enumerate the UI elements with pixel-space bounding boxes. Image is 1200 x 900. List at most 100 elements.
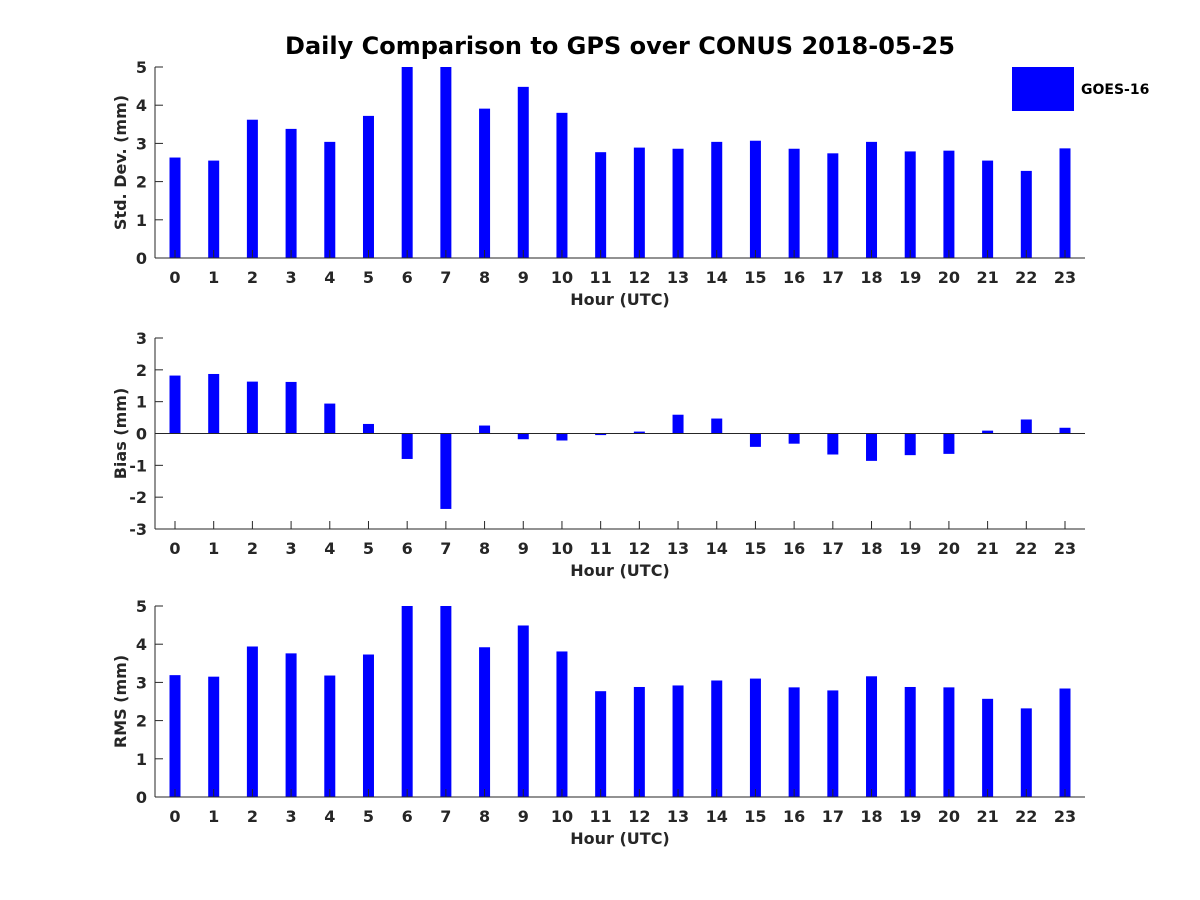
bar-12 — [633, 431, 645, 434]
x-tick-label: 6 — [402, 539, 413, 558]
bar-4 — [324, 675, 336, 797]
bar-14 — [711, 141, 723, 258]
x-tick-label: 13 — [667, 268, 689, 287]
bar-10 — [556, 112, 568, 258]
x-tick-label: 7 — [440, 539, 451, 558]
bar-10 — [556, 651, 568, 797]
x-tick-label: 0 — [169, 268, 180, 287]
x-tick-label: 9 — [518, 539, 529, 558]
bar-3 — [285, 653, 297, 797]
bar-0 — [169, 375, 181, 434]
y-tick-label: 4 — [136, 635, 147, 654]
bar-5 — [362, 115, 374, 259]
x-tick-label: 6 — [402, 807, 413, 826]
y-tick-label: 2 — [136, 361, 147, 380]
x-tick-label: 13 — [667, 807, 689, 826]
x-tick-label: 9 — [518, 268, 529, 287]
x-tick-label: 5 — [363, 807, 374, 826]
y-tick-label: 2 — [136, 712, 147, 731]
y-tick-label: 4 — [136, 96, 147, 115]
x-tick-label: 1 — [208, 539, 219, 558]
bar-9 — [517, 86, 529, 258]
bar-15 — [749, 140, 761, 258]
x-tick-label: 18 — [860, 807, 882, 826]
bar-7 — [440, 606, 452, 797]
x-tick-label: 16 — [783, 268, 805, 287]
bar-0 — [169, 157, 181, 258]
x-tick-label: 20 — [938, 807, 960, 826]
x-tick-label: 17 — [822, 807, 844, 826]
x-tick-label: 18 — [860, 539, 882, 558]
x-tick-label: 23 — [1054, 268, 1076, 287]
bar-7 — [440, 433, 452, 509]
x-tick-label: 19 — [899, 539, 921, 558]
bar-22 — [1020, 170, 1032, 258]
bar-17 — [827, 690, 839, 797]
x-tick-label: 18 — [860, 268, 882, 287]
bar-1 — [208, 160, 220, 258]
bar-13 — [672, 148, 684, 258]
x-tick-label: 21 — [976, 807, 998, 826]
x-tick-label: 4 — [324, 807, 335, 826]
bar-17 — [827, 433, 839, 455]
bar-4 — [324, 403, 336, 434]
bar-12 — [633, 686, 645, 797]
y-tick-label: 0 — [136, 425, 147, 444]
x-tick-label: 22 — [1015, 807, 1037, 826]
bar-18 — [866, 141, 878, 258]
bar-9 — [517, 433, 529, 440]
bar-8 — [479, 647, 491, 797]
x-tick-label: 5 — [363, 539, 374, 558]
x-tick-label: 8 — [479, 539, 490, 558]
x-tick-label: 2 — [247, 807, 258, 826]
legend-swatch — [1012, 67, 1074, 111]
x-tick-label: 1 — [208, 268, 219, 287]
x-tick-label: 2 — [247, 539, 258, 558]
bar-23 — [1059, 148, 1071, 258]
x-axis-label: Hour (UTC) — [570, 829, 670, 848]
x-tick-label: 12 — [628, 539, 650, 558]
x-axis-label: Hour (UTC) — [570, 290, 670, 309]
x-tick-label: 10 — [551, 539, 573, 558]
bar-12 — [633, 147, 645, 258]
bar-1 — [208, 373, 220, 434]
bar-3 — [285, 381, 297, 434]
x-tick-label: 3 — [286, 268, 297, 287]
x-tick-label: 16 — [783, 807, 805, 826]
x-tick-label: 7 — [440, 807, 451, 826]
x-tick-label: 21 — [976, 539, 998, 558]
bar-8 — [479, 108, 491, 258]
x-tick-label: 21 — [976, 268, 998, 287]
bar-19 — [904, 433, 916, 456]
x-tick-label: 16 — [783, 539, 805, 558]
y-tick-label: -3 — [129, 520, 147, 539]
x-tick-label: 4 — [324, 268, 335, 287]
y-tick-label: 2 — [136, 173, 147, 192]
x-tick-label: 22 — [1015, 268, 1037, 287]
x-tick-label: 8 — [479, 807, 490, 826]
x-tick-label: 15 — [744, 539, 766, 558]
x-tick-label: 8 — [479, 268, 490, 287]
bar-21 — [982, 160, 994, 258]
x-tick-label: 20 — [938, 268, 960, 287]
bar-20 — [943, 687, 955, 797]
y-tick-label: 3 — [136, 134, 147, 153]
bar-22 — [1020, 708, 1032, 797]
x-tick-label: 13 — [667, 539, 689, 558]
bar-0 — [169, 675, 181, 797]
bar-13 — [672, 685, 684, 797]
y-tick-label: 5 — [136, 597, 147, 616]
y-tick-label: 1 — [136, 750, 147, 769]
x-tick-label: 15 — [744, 807, 766, 826]
bar-2 — [246, 646, 258, 797]
bar-16 — [788, 687, 800, 797]
bar-6 — [401, 67, 413, 258]
y-axis-label: Bias (mm) — [111, 388, 130, 480]
bar-7 — [440, 67, 452, 258]
bar-5 — [362, 654, 374, 797]
x-tick-label: 4 — [324, 539, 335, 558]
bar-21 — [982, 430, 994, 434]
